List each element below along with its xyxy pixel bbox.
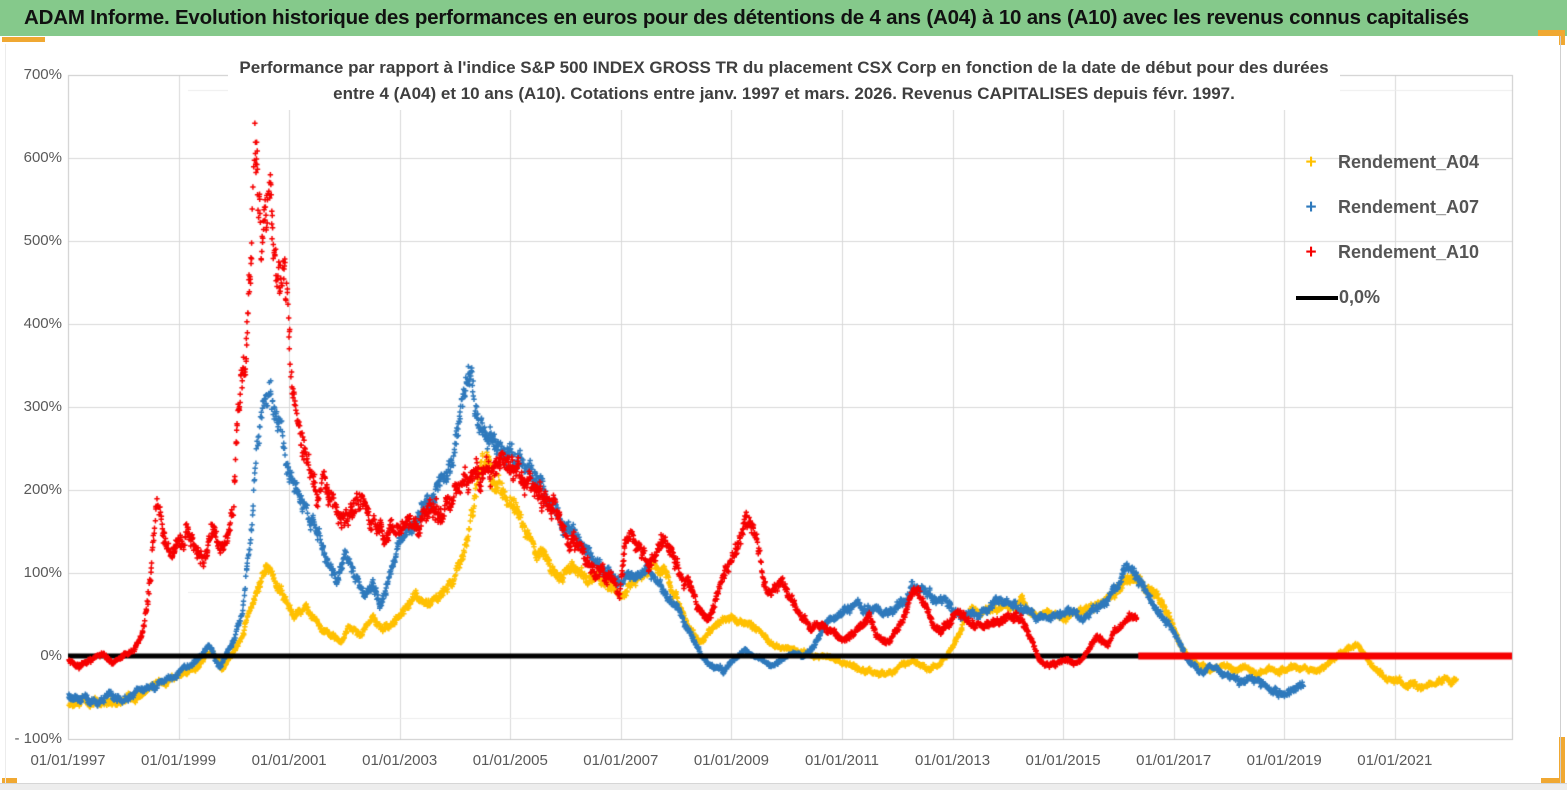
- plus-marker-icon: +: [1305, 242, 1317, 263]
- gold-accent-top-right-h: [1538, 30, 1565, 36]
- gold-accent-bottom-right-v: [1559, 737, 1565, 784]
- y-axis-label: 600%: [23, 149, 62, 166]
- legend-item-rendement-a07: + Rendement_A07: [1296, 185, 1479, 230]
- gold-accent-bottom-left: [2, 778, 17, 784]
- x-axis-label: 01/01/2007: [583, 752, 659, 769]
- legend-item-rendement-a04: + Rendement_A04: [1296, 140, 1479, 185]
- page-right-border: [1560, 36, 1561, 783]
- header-bar: ADAM Informe. Evolution historique des p…: [0, 0, 1567, 36]
- x-axis-label: 01/01/2011: [804, 752, 879, 769]
- chart-title: Performance par rapport à l'indice S&P 5…: [228, 52, 1340, 110]
- gold-accent-top-left: [2, 37, 45, 42]
- legend-label: 0,0%: [1339, 287, 1381, 307]
- x-axis-label: 01/01/2003: [362, 752, 438, 769]
- legend-label: Rendement_A04: [1338, 152, 1480, 172]
- y-axis-label: 200%: [23, 481, 62, 498]
- y-axis-label: 400%: [23, 315, 62, 332]
- y-axis-label: 300%: [23, 398, 62, 415]
- x-axis-label: 01/01/1999: [141, 752, 217, 769]
- page-left-border: [5, 44, 6, 783]
- y-axis-label: - 100%: [14, 730, 62, 747]
- x-axis-label: 01/01/2009: [693, 752, 769, 769]
- plus-marker-icon: +: [1305, 152, 1317, 173]
- chart-title-line1: Performance par rapport à l'indice S&P 5…: [239, 58, 1329, 77]
- x-axis-label: 01/01/2001: [251, 752, 327, 769]
- legend: + Rendement_A04 + Rendement_A07 + Rendement_A…: [1296, 140, 1479, 320]
- plus-marker-icon: +: [1305, 197, 1317, 218]
- x-axis-label: 01/01/1997: [30, 752, 106, 769]
- gold-accent-top-right-v: [1559, 30, 1565, 45]
- legend-item-rendement-a10: + Rendement_A10: [1296, 230, 1479, 275]
- page-bottom-border: [0, 783, 1567, 790]
- y-axis-label: 100%: [23, 564, 62, 581]
- x-axis-label: 01/01/2015: [1025, 752, 1101, 769]
- chart-title-line2: entre 4 (A04) et 10 ans (A10). Cotations…: [333, 84, 1235, 103]
- legend-label: Rendement_A07: [1338, 197, 1480, 217]
- y-axis-label: 700%: [23, 66, 62, 83]
- gold-accent-bottom-right-h: [1541, 778, 1565, 784]
- legend-label: Rendement_A10: [1338, 242, 1480, 262]
- zero-line-swatch: [1296, 295, 1338, 300]
- y-axis-label: 500%: [23, 232, 62, 249]
- x-axis-label: 01/01/2013: [914, 752, 991, 769]
- x-axis-label: 01/01/2019: [1246, 752, 1322, 769]
- header-title: ADAM Informe. Evolution historique des p…: [24, 6, 1469, 29]
- y-axis-label: 0%: [40, 647, 62, 664]
- x-axis-label: 01/01/2021: [1357, 752, 1433, 769]
- x-axis-label: 01/01/2005: [472, 752, 548, 769]
- x-axis-label: 01/01/2017: [1136, 752, 1212, 769]
- legend-item-0-0-: 0,0%: [1296, 275, 1479, 320]
